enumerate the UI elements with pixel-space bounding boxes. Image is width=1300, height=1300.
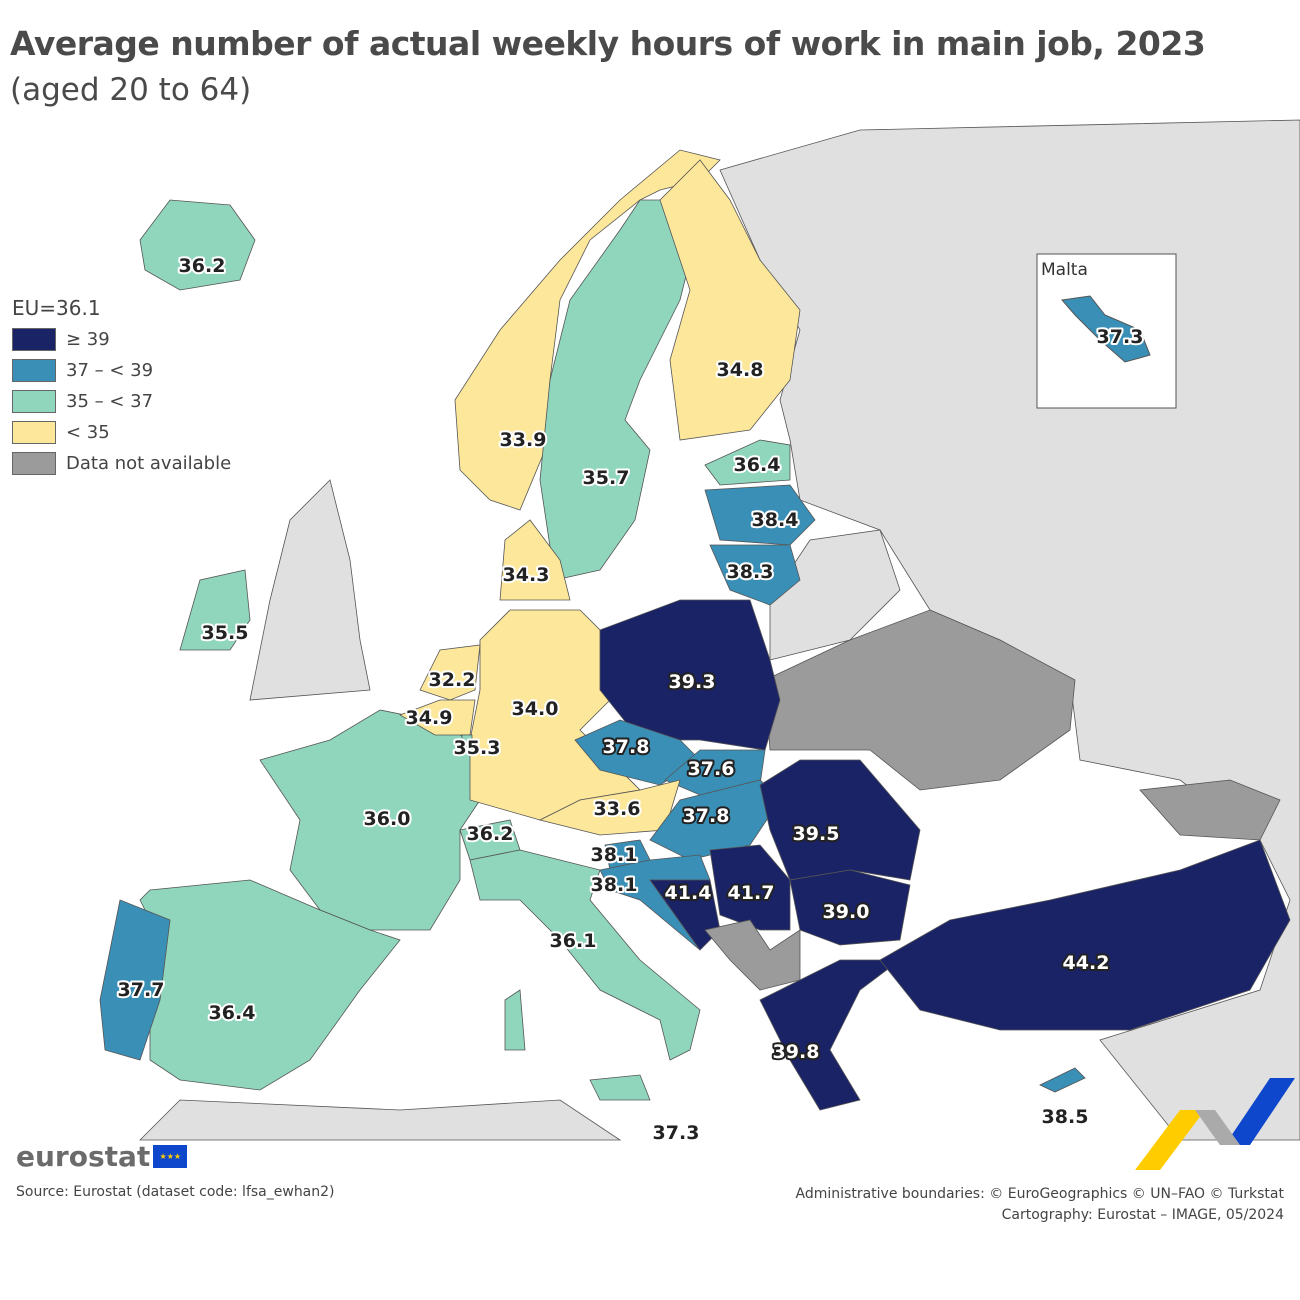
legend-item: ≥ 39	[12, 324, 231, 355]
netherlands	[419, 644, 481, 701]
eu-flag-icon: ★★★	[153, 1145, 188, 1168]
ukraine	[764, 609, 1076, 791]
label-cyprus: 38.5	[1042, 1106, 1089, 1128]
label-greece: 39.8	[773, 1041, 820, 1063]
label-spain: 36.4	[209, 1002, 256, 1024]
serbia	[709, 844, 791, 931]
label-hungary: 37.8	[683, 805, 730, 827]
corner-logo-graphic	[1135, 1078, 1295, 1170]
label-czechia: 37.8	[603, 736, 650, 758]
france	[259, 709, 481, 931]
sicily	[589, 1074, 651, 1101]
label-denmark: 34.3	[503, 564, 550, 586]
label-portugal: 37.7	[118, 979, 165, 1001]
inset-title: Malta	[1041, 260, 1088, 280]
label-slovenia: 38.1	[591, 844, 638, 866]
greece	[759, 959, 902, 1111]
ireland	[179, 569, 251, 651]
malta	[1061, 295, 1151, 363]
legend-swatch	[12, 421, 56, 444]
eu-average: EU=36.1	[12, 296, 101, 320]
cartography-credit: Cartography: Eurostat – IMAGE, 05/2024	[1001, 1207, 1284, 1223]
label-serbia: 41.7	[728, 882, 775, 904]
italy	[469, 849, 701, 1061]
sardinia	[504, 989, 526, 1051]
western-balkans-no-data	[704, 919, 801, 991]
label-iceland: 36.2	[179, 255, 226, 277]
boundaries-credit: Administrative boundaries: © EuroGeograp…	[795, 1186, 1284, 1202]
label-slovakia: 37.6	[688, 758, 735, 780]
label-malta-main: 37.3	[653, 1122, 700, 1144]
norway	[454, 149, 721, 511]
label-poland: 39.3	[669, 671, 716, 693]
label-estonia: 36.4	[734, 454, 781, 476]
credits: Administrative boundaries: © EuroGeograp…	[796, 1184, 1284, 1226]
legend: EU=36.1 ≥ 39 37 – < 39 35 – < 37 < 35 Da…	[12, 296, 231, 479]
map-subtitle: (aged 20 to 64)	[10, 72, 252, 108]
label-ireland: 35.5	[202, 622, 249, 644]
sweden	[539, 199, 691, 581]
label-finland: 34.8	[717, 359, 764, 381]
label-bosnia: 41.4	[665, 882, 712, 904]
source-note: Source: Eurostat (dataset code: lfsa_ewh…	[16, 1184, 335, 1200]
georgia-armenia	[1139, 779, 1281, 841]
slovakia	[664, 749, 766, 796]
label-belgium: 34.9	[406, 707, 453, 729]
finland	[659, 159, 801, 441]
denmark	[499, 519, 571, 601]
label-romania: 39.5	[793, 823, 840, 845]
label-italy: 36.1	[550, 930, 597, 952]
label-luxembourg: 35.3	[454, 737, 501, 759]
legend-item: < 35	[12, 417, 231, 448]
legend-label: ≥ 39	[66, 329, 110, 350]
lithuania	[709, 544, 801, 606]
label-turkey: 44.2	[1063, 952, 1110, 974]
legend-item: Data not available	[12, 448, 231, 479]
legend-label: < 35	[66, 422, 110, 443]
label-bulgaria: 39.0	[823, 901, 870, 923]
map-title: Average number of actual weekly hours of…	[10, 24, 1206, 63]
label-sweden: 35.7	[583, 467, 630, 489]
label-netherlands: 32.2	[429, 669, 476, 691]
legend-label: Data not available	[66, 453, 232, 474]
luxembourg	[461, 734, 473, 751]
logo-text: eurostat	[16, 1140, 151, 1173]
belgium	[399, 699, 476, 736]
legend-item: 35 – < 37	[12, 386, 231, 417]
turkey	[879, 839, 1291, 1031]
legend-swatch	[12, 390, 56, 413]
label-norway: 33.9	[500, 429, 547, 451]
austria	[538, 779, 681, 836]
poland	[599, 599, 781, 751]
cyprus	[1039, 1067, 1086, 1093]
uk	[249, 479, 371, 701]
label-switzerland: 36.2	[467, 823, 514, 845]
label-france: 36.0	[364, 808, 411, 830]
north-africa	[139, 1099, 622, 1141]
estonia	[704, 439, 791, 486]
label-germany: 34.0	[512, 698, 559, 720]
iceland	[139, 199, 256, 291]
legend-item: 37 – < 39	[12, 355, 231, 386]
label-malta: 37.3	[1097, 326, 1144, 348]
legend-label: 37 – < 39	[66, 360, 154, 381]
label-austria: 33.6	[594, 798, 641, 820]
latvia	[704, 484, 816, 546]
eurostat-logo: eurostat ★★★	[16, 1140, 188, 1173]
legend-swatch	[12, 452, 56, 475]
label-latvia: 38.4	[752, 509, 799, 531]
legend-label: 35 – < 37	[66, 391, 154, 412]
romania	[759, 759, 921, 881]
label-lithuania: 38.3	[727, 561, 774, 583]
value-labels: 36.2 33.9 35.7 34.8 36.4 38.4 38.3 34.3 …	[116, 253, 1112, 1146]
legend-swatch	[12, 328, 56, 351]
malta-inset: Malta 37.3	[1036, 253, 1177, 409]
portugal	[99, 899, 171, 1061]
label-croatia: 38.1	[591, 874, 638, 896]
legend-swatch	[12, 359, 56, 382]
